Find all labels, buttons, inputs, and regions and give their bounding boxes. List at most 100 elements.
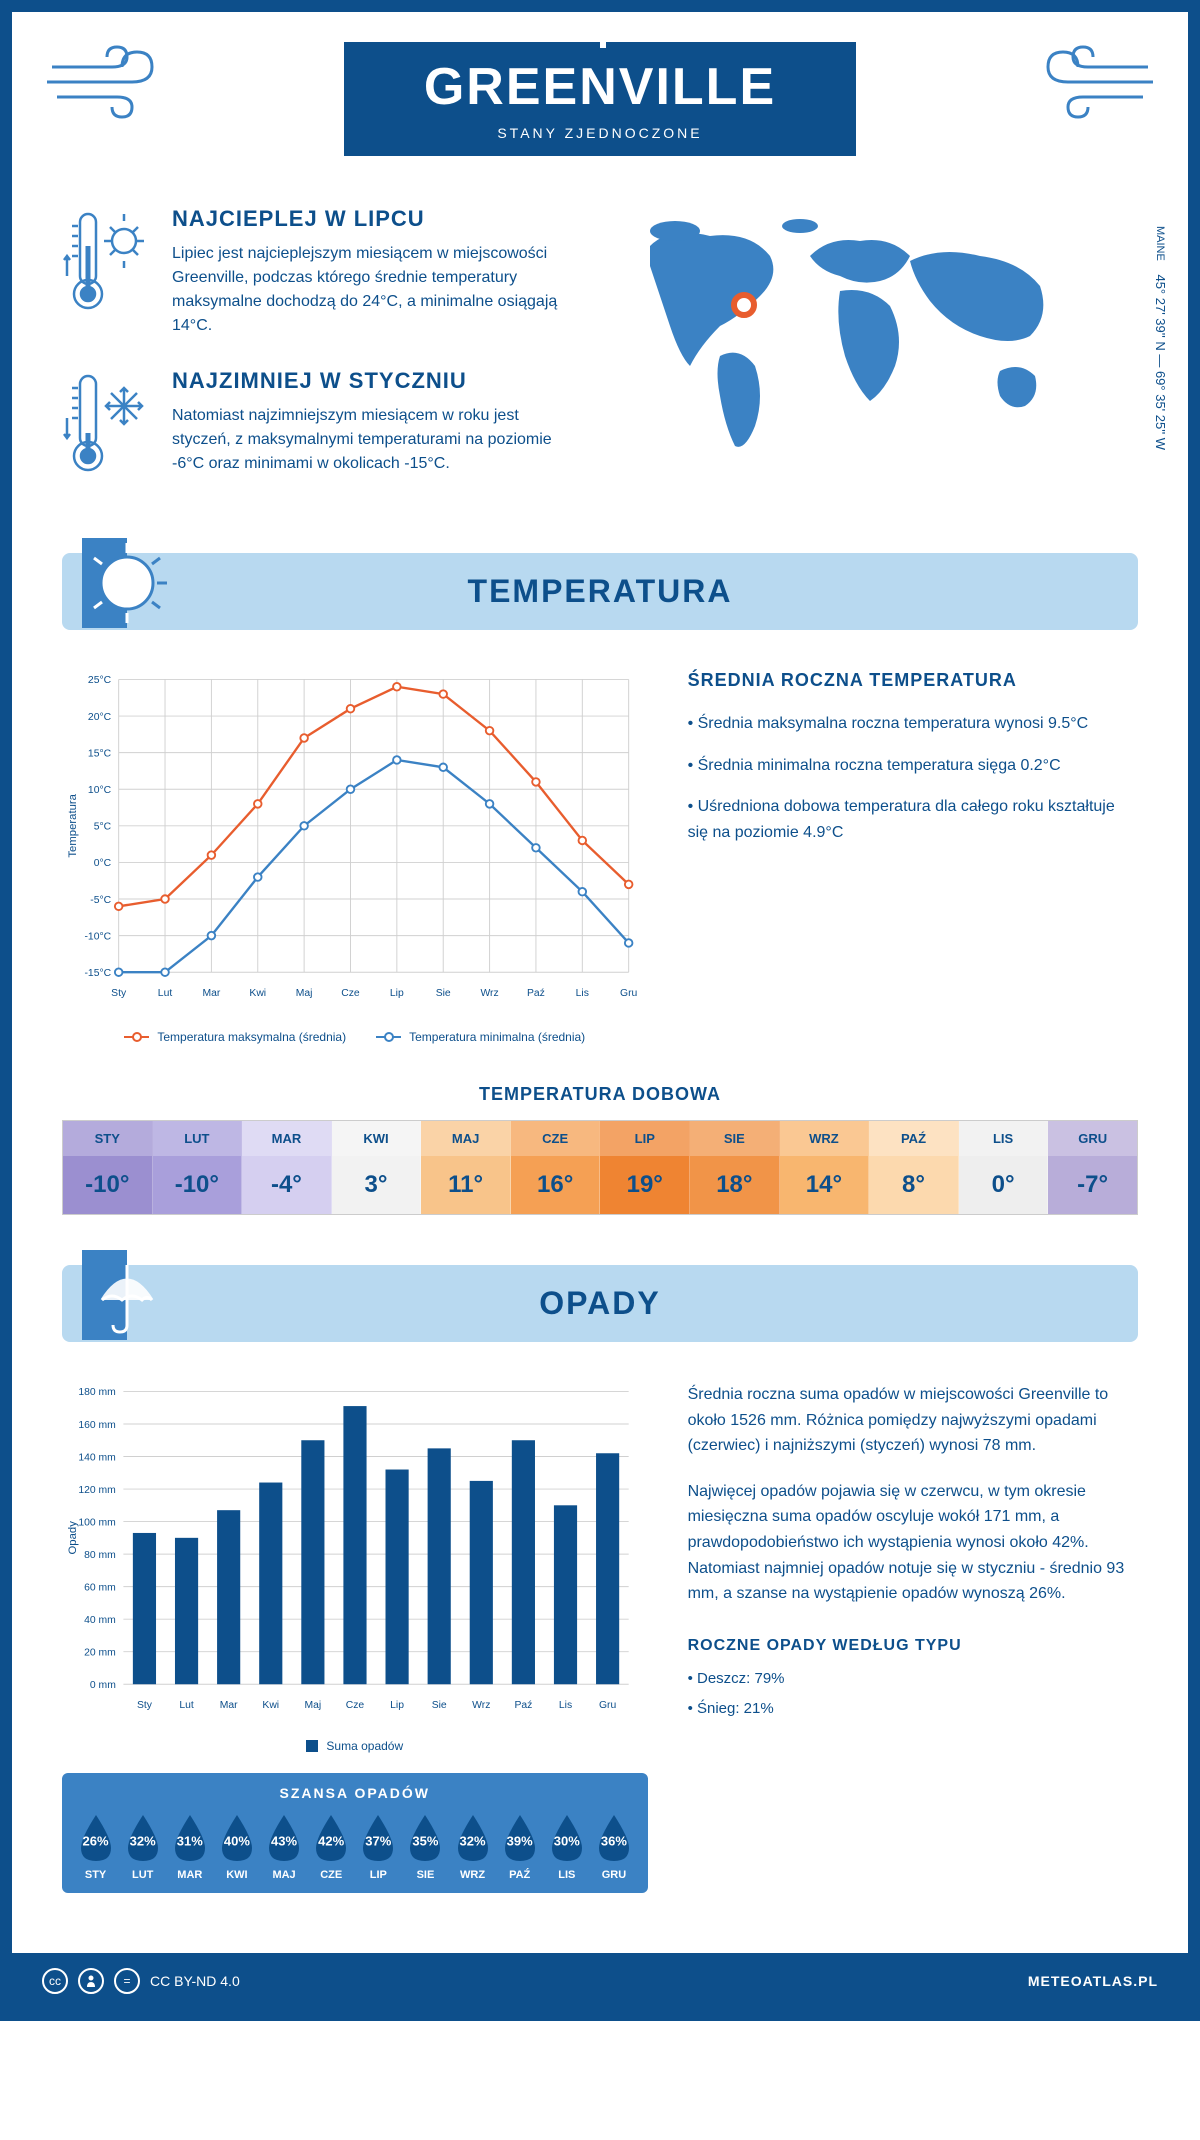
chance-month: MAJ	[263, 1869, 306, 1881]
by-icon	[78, 1968, 104, 1994]
drop-icon: 37%	[357, 1813, 399, 1863]
daily-temp-month: WRZ	[780, 1121, 869, 1156]
drop-icon: 26%	[75, 1813, 117, 1863]
daily-temp-value: 16°	[511, 1156, 600, 1214]
chance-month: MAR	[168, 1869, 211, 1881]
svg-text:Sty: Sty	[137, 1700, 153, 1711]
chance-percent: 32%	[460, 1833, 486, 1848]
svg-text:25°C: 25°C	[88, 675, 112, 686]
annual-temp-bullet: • Średnia minimalna roczna temperatura s…	[688, 753, 1138, 779]
daily-temp-month: PAŹ	[869, 1121, 958, 1156]
chance-percent: 31%	[177, 1833, 203, 1848]
footer: cc = CC BY-ND 4.0 METEOATLAS.PL	[12, 1953, 1188, 2009]
chance-item: 32% WRZ	[451, 1813, 494, 1881]
precip-type-title: ROCZNE OPADY WEDŁUG TYPU	[688, 1637, 1138, 1655]
svg-text:Maj: Maj	[305, 1700, 322, 1711]
daily-temp-cell: PAŹ8°	[869, 1121, 959, 1214]
site-name: METEOATLAS.PL	[1028, 1973, 1158, 1989]
chance-item: 36% GRU	[592, 1813, 635, 1881]
daily-temp-month: LIS	[959, 1121, 1048, 1156]
chance-box: SZANSA OPADÓW 26% STY 32% LUT 31% MAR 40…	[62, 1773, 648, 1893]
svg-text:140 mm: 140 mm	[78, 1452, 115, 1463]
svg-text:Wrz: Wrz	[480, 988, 498, 999]
chance-item: 31% MAR	[168, 1813, 211, 1881]
precipitation-title: OPADY	[62, 1285, 1138, 1322]
temperature-header: TEMPERATURA	[62, 553, 1138, 630]
svg-text:60 mm: 60 mm	[84, 1582, 116, 1593]
temperature-title: TEMPERATURA	[62, 573, 1138, 610]
daily-temp-value: -7°	[1048, 1156, 1137, 1214]
chance-item: 26% STY	[74, 1813, 117, 1881]
daily-temp-cell: KWI3°	[332, 1121, 422, 1214]
daily-temp-title: TEMPERATURA DOBOWA	[62, 1084, 1138, 1105]
chance-percent: 26%	[83, 1833, 109, 1848]
coordinates: MAINE 45° 27' 39'' N — 69° 35' 25'' W	[1153, 226, 1168, 450]
daily-temp-value: 18°	[690, 1156, 779, 1214]
daily-temp-month: LUT	[153, 1121, 242, 1156]
precip-snow: • Śnieg: 21%	[688, 1697, 1138, 1721]
daily-temp-table: STY-10°LUT-10°MAR-4°KWI3°MAJ11°CZE16°LIP…	[62, 1120, 1138, 1215]
precipitation-bar-chart: 0 mm20 mm40 mm60 mm80 mm100 mm120 mm140 …	[62, 1382, 648, 1727]
sun-icon	[82, 538, 172, 628]
daily-temp-cell: LIS0°	[959, 1121, 1049, 1214]
precipitation-header: OPADY	[62, 1265, 1138, 1342]
wind-icon-left	[42, 42, 162, 127]
chance-percent: 32%	[130, 1833, 156, 1848]
svg-text:Cze: Cze	[341, 988, 360, 999]
svg-text:Paź: Paź	[514, 1700, 532, 1711]
drop-icon: 40%	[216, 1813, 258, 1863]
precip-text-2: Najwięcej opadów pojawia się w czerwcu, …	[688, 1479, 1138, 1607]
chance-item: 30% LIS	[545, 1813, 588, 1881]
drop-icon: 30%	[546, 1813, 588, 1863]
svg-text:0°C: 0°C	[94, 858, 112, 869]
drop-icon: 36%	[593, 1813, 635, 1863]
svg-text:0 mm: 0 mm	[90, 1680, 116, 1691]
svg-text:Maj: Maj	[296, 988, 313, 999]
svg-text:160 mm: 160 mm	[78, 1420, 115, 1431]
chance-item: 43% MAJ	[263, 1813, 306, 1881]
thermometer-hot-icon	[62, 206, 152, 338]
chance-month: WRZ	[451, 1869, 494, 1881]
chance-item: 35% SIE	[404, 1813, 447, 1881]
svg-text:5°C: 5°C	[94, 822, 112, 833]
daily-temp-value: 3°	[332, 1156, 421, 1214]
chance-month: KWI	[215, 1869, 258, 1881]
umbrella-icon	[82, 1250, 172, 1340]
daily-temp-value: -10°	[63, 1156, 152, 1214]
chance-percent: 42%	[318, 1833, 344, 1848]
chance-percent: 39%	[507, 1833, 533, 1848]
svg-text:80 mm: 80 mm	[84, 1550, 116, 1561]
title-ribbon: GREENVILLE STANY ZJEDNOCZONE	[344, 42, 856, 156]
coldest-title: NAJZIMNIEJ W STYCZNIU	[172, 368, 580, 394]
chance-month: STY	[74, 1869, 117, 1881]
svg-text:-5°C: -5°C	[90, 895, 111, 906]
svg-text:Lis: Lis	[559, 1700, 572, 1711]
svg-text:Lut: Lut	[158, 988, 173, 999]
annual-temp-bullet: • Uśredniona dobowa temperatura dla całe…	[688, 794, 1138, 845]
chance-item: 37% LIP	[357, 1813, 400, 1881]
daily-temp-value: 8°	[869, 1156, 958, 1214]
precip-by-type: ROCZNE OPADY WEDŁUG TYPU • Deszcz: 79% •…	[688, 1637, 1138, 1721]
region-label: MAINE	[1154, 226, 1166, 261]
thermometer-cold-icon	[62, 368, 152, 483]
chance-title: SZANSA OPADÓW	[74, 1785, 636, 1801]
chance-item: 39% PAŹ	[498, 1813, 541, 1881]
wind-icon-right	[1038, 42, 1158, 127]
daily-temp-value: 11°	[421, 1156, 510, 1214]
chance-month: PAŹ	[498, 1869, 541, 1881]
chance-percent: 40%	[224, 1833, 250, 1848]
daily-temp-month: KWI	[332, 1121, 421, 1156]
warmest-block: NAJCIEPLEJ W LIPCU Lipiec jest najcieple…	[62, 206, 580, 338]
svg-text:Gru: Gru	[599, 1700, 617, 1711]
daily-temp-cell: LIP19°	[600, 1121, 690, 1214]
daily-temp-value: 0°	[959, 1156, 1048, 1214]
daily-temp-month: STY	[63, 1121, 152, 1156]
city-title: GREENVILLE	[424, 57, 776, 117]
chance-item: 40% KWI	[215, 1813, 258, 1881]
warmest-title: NAJCIEPLEJ W LIPCU	[172, 206, 580, 232]
svg-text:Cze: Cze	[346, 1700, 365, 1711]
drop-icon: 32%	[122, 1813, 164, 1863]
daily-temp-value: 14°	[780, 1156, 869, 1214]
drop-icon: 32%	[452, 1813, 494, 1863]
daily-temp-cell: CZE16°	[511, 1121, 601, 1214]
